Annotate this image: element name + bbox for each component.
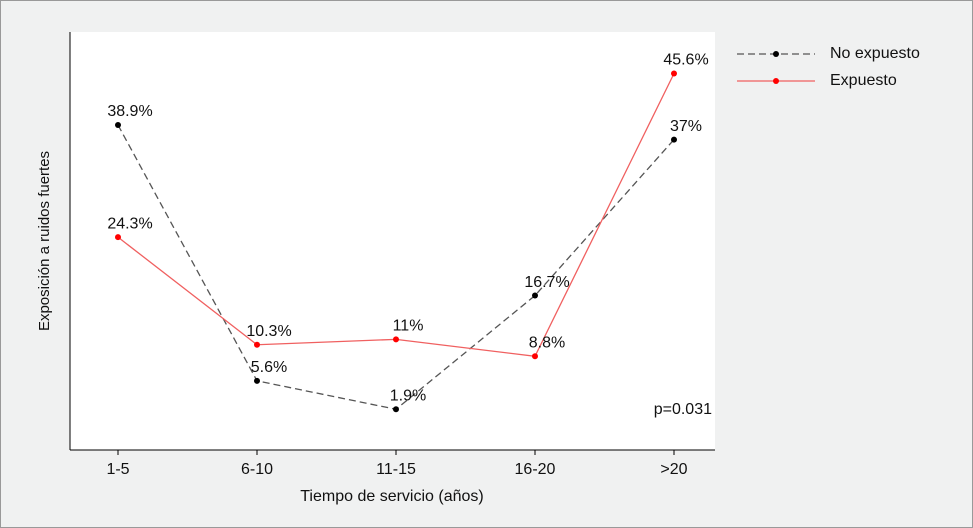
- legend-marker: [773, 78, 779, 84]
- annotation: p=0.031: [654, 401, 712, 418]
- legend-label: Expuesto: [830, 72, 897, 89]
- data-label: 10.3%: [246, 323, 291, 340]
- plot-area: [70, 32, 715, 450]
- y-axis-title: Exposición a ruidos fuertes: [36, 151, 53, 331]
- point: [532, 353, 538, 360]
- data-label: 38.9%: [107, 103, 152, 120]
- x-tick-label: 1-5: [106, 461, 129, 478]
- point: [671, 136, 677, 143]
- data-label: 37%: [670, 118, 702, 135]
- legend-marker: [773, 51, 779, 57]
- point: [254, 341, 260, 348]
- point: [254, 377, 260, 384]
- point: [393, 336, 399, 343]
- point: [115, 234, 121, 241]
- x-tick-label: 16-20: [515, 461, 556, 478]
- point: [115, 121, 121, 128]
- data-label: 16.7%: [524, 274, 569, 291]
- data-label: 8.8%: [529, 334, 565, 351]
- point: [393, 406, 399, 413]
- x-tick-label: 11-15: [376, 461, 416, 478]
- data-label: 45.6%: [663, 52, 708, 69]
- x-axis-title: Tiempo de servicio (años): [300, 488, 483, 505]
- data-label: 5.6%: [251, 359, 287, 376]
- data-label: 1.9%: [390, 387, 426, 404]
- x-tick-label: 6-10: [241, 461, 273, 478]
- legend-label: No expuesto: [830, 45, 920, 62]
- data-label: 11%: [393, 318, 424, 335]
- data-label: 24.3%: [107, 215, 152, 232]
- point: [671, 70, 677, 77]
- point: [532, 292, 538, 299]
- x-tick-label: >20: [660, 461, 687, 478]
